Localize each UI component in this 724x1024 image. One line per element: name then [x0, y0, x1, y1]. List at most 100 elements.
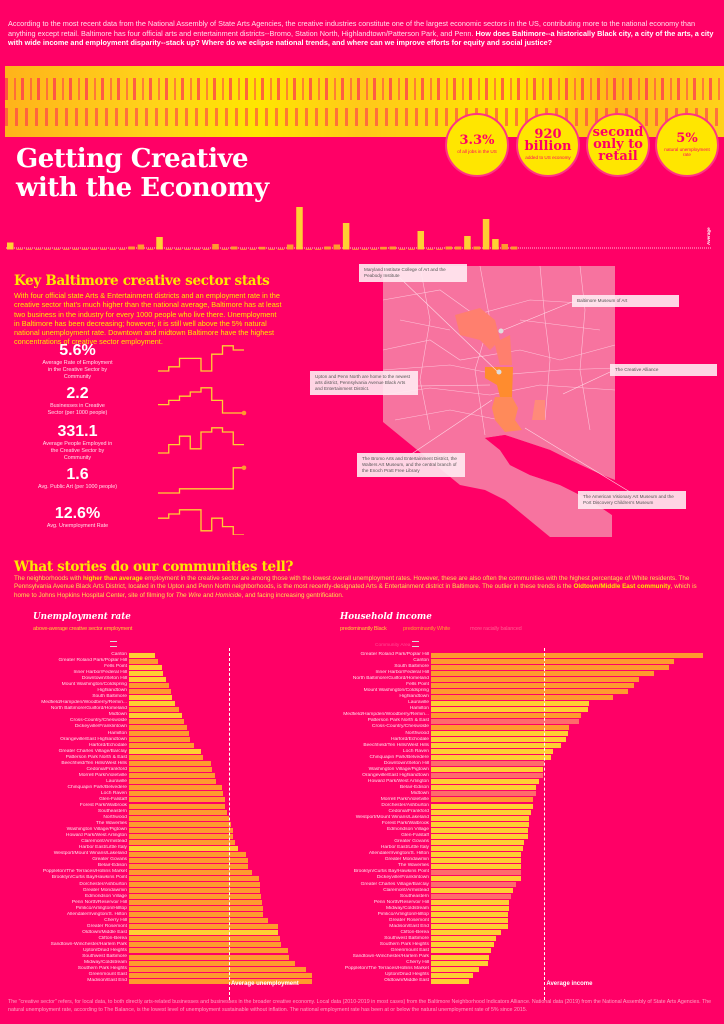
sort-icon[interactable]	[412, 641, 419, 647]
bar[interactable]	[431, 779, 540, 785]
community-area-axis-label[interactable]: Community Area	[375, 643, 411, 648]
bar[interactable]	[129, 718, 184, 724]
bar[interactable]	[431, 803, 533, 809]
bar[interactable]	[129, 942, 282, 948]
legend-balanced[interactable]: more racially balanced	[470, 626, 522, 632]
bar[interactable]	[129, 743, 195, 749]
bar[interactable]	[431, 863, 521, 869]
bar[interactable]	[129, 863, 249, 869]
bar[interactable]	[431, 918, 508, 924]
bar[interactable]	[431, 888, 513, 894]
bar[interactable]	[431, 755, 551, 761]
bar[interactable]	[129, 706, 179, 712]
bar[interactable]	[431, 851, 521, 857]
bar[interactable]	[129, 724, 187, 730]
bar[interactable]	[129, 821, 232, 827]
bar[interactable]	[129, 936, 280, 942]
bar[interactable]	[129, 875, 260, 881]
bar[interactable]	[129, 906, 264, 912]
bar[interactable]	[431, 839, 525, 845]
bar[interactable]	[431, 936, 496, 942]
bar[interactable]	[129, 918, 268, 924]
bar[interactable]	[431, 924, 508, 930]
bar[interactable]	[129, 761, 211, 767]
bar[interactable]	[129, 978, 313, 984]
bar[interactable]	[431, 773, 543, 779]
bar[interactable]	[431, 658, 675, 664]
bar[interactable]	[129, 652, 156, 658]
bar[interactable]	[129, 900, 262, 906]
bar[interactable]	[129, 924, 279, 930]
bar[interactable]	[431, 894, 511, 900]
bar[interactable]	[431, 791, 536, 797]
bar[interactable]	[129, 688, 172, 694]
bar[interactable]	[129, 930, 279, 936]
bar[interactable]	[431, 652, 703, 658]
bar[interactable]	[431, 664, 670, 670]
bar[interactable]	[431, 731, 568, 737]
sort-icon[interactable]	[110, 641, 117, 647]
bar[interactable]	[431, 809, 531, 815]
bar[interactable]	[129, 767, 213, 773]
bar[interactable]	[431, 749, 553, 755]
bar[interactable]	[129, 833, 233, 839]
bar[interactable]	[431, 912, 508, 918]
bar[interactable]	[431, 960, 488, 966]
bar[interactable]	[431, 821, 530, 827]
bar[interactable]	[431, 700, 590, 706]
bar[interactable]	[431, 827, 528, 833]
bar[interactable]	[431, 767, 543, 773]
bar[interactable]	[431, 833, 528, 839]
bar[interactable]	[129, 670, 164, 676]
bar[interactable]	[431, 966, 480, 972]
bar[interactable]	[129, 839, 235, 845]
legend-white[interactable]: predominantly White	[403, 626, 451, 632]
bar[interactable]	[431, 670, 655, 676]
bar[interactable]	[129, 797, 226, 803]
bar[interactable]	[431, 785, 536, 791]
bar[interactable]	[129, 785, 222, 791]
bar[interactable]	[129, 664, 162, 670]
bar[interactable]	[431, 972, 473, 978]
bar[interactable]	[129, 966, 306, 972]
bar[interactable]	[431, 900, 510, 906]
bar[interactable]	[431, 718, 580, 724]
bar[interactable]	[129, 894, 261, 900]
bar[interactable]	[431, 978, 470, 984]
bar[interactable]	[129, 912, 264, 918]
bar[interactable]	[431, 688, 628, 694]
bar[interactable]	[431, 942, 495, 948]
bar[interactable]	[431, 743, 561, 749]
bar[interactable]	[129, 658, 159, 664]
bar[interactable]	[129, 773, 215, 779]
bar[interactable]	[129, 791, 224, 797]
bar[interactable]	[129, 779, 216, 785]
bar[interactable]	[431, 906, 510, 912]
bar[interactable]	[431, 761, 545, 767]
bar[interactable]	[431, 815, 530, 821]
bar[interactable]	[129, 948, 288, 954]
bar[interactable]	[431, 712, 581, 718]
bar[interactable]	[129, 960, 295, 966]
bar[interactable]	[431, 845, 523, 851]
bar[interactable]	[431, 706, 588, 712]
legend-black[interactable]: predominantly Black	[340, 626, 387, 632]
bar[interactable]	[129, 676, 167, 682]
bar[interactable]	[129, 731, 190, 737]
bar[interactable]	[129, 827, 233, 833]
bar[interactable]	[129, 700, 176, 706]
bar[interactable]	[129, 972, 312, 978]
bar[interactable]	[431, 682, 635, 688]
bar[interactable]	[431, 948, 491, 954]
bar[interactable]	[431, 737, 566, 743]
bar[interactable]	[431, 930, 501, 936]
bar[interactable]	[431, 857, 521, 863]
bar[interactable]	[431, 869, 521, 875]
bar[interactable]	[431, 875, 521, 881]
bar[interactable]	[431, 694, 613, 700]
bar[interactable]	[129, 869, 253, 875]
bar[interactable]	[129, 815, 229, 821]
bar[interactable]	[129, 737, 191, 743]
bar[interactable]	[129, 888, 260, 894]
bar[interactable]	[129, 954, 290, 960]
